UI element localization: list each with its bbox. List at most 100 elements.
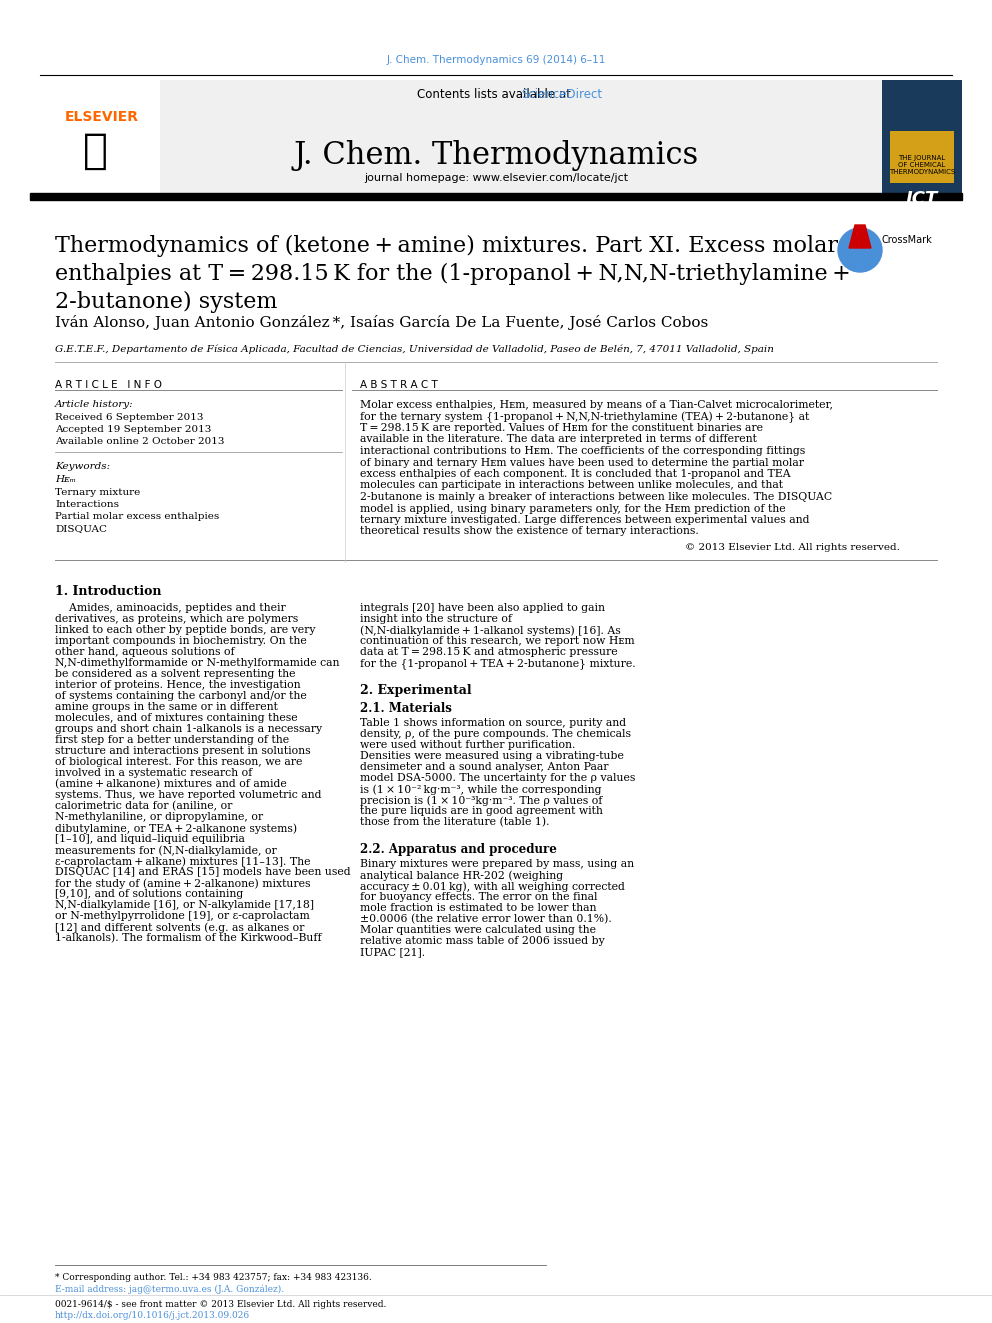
- FancyBboxPatch shape: [30, 79, 160, 194]
- Text: calorimetric data for (aniline, or: calorimetric data for (aniline, or: [55, 800, 232, 811]
- Text: enthalpies at T = 298.15 K for the (1-propanol + N,N,N-triethylamine +: enthalpies at T = 298.15 K for the (1-pr…: [55, 263, 851, 284]
- Circle shape: [838, 228, 882, 273]
- FancyBboxPatch shape: [882, 79, 962, 194]
- Text: N,N-dialkylamide [16], or N-alkylamide [17,18]: N,N-dialkylamide [16], or N-alkylamide […: [55, 900, 314, 910]
- Text: Accepted 19 September 2013: Accepted 19 September 2013: [55, 425, 211, 434]
- Text: Partial molar excess enthalpies: Partial molar excess enthalpies: [55, 512, 219, 521]
- Text: Hᴇₘ: Hᴇₘ: [55, 475, 76, 484]
- Text: continuation of this research, we report now Hᴇm: continuation of this research, we report…: [360, 636, 635, 646]
- Text: interactional contributions to Hᴇm. The coefficients of the corresponding fittin: interactional contributions to Hᴇm. The …: [360, 446, 806, 456]
- Text: Ternary mixture: Ternary mixture: [55, 488, 140, 497]
- Text: IUPAC [21].: IUPAC [21].: [360, 947, 426, 957]
- Text: those from the literature (table 1).: those from the literature (table 1).: [360, 818, 550, 827]
- Text: ±0.0006 (the relative error lower than 0.1%).: ±0.0006 (the relative error lower than 0…: [360, 914, 612, 925]
- Text: accuracy ± 0.01 kg), with all weighing corrected: accuracy ± 0.01 kg), with all weighing c…: [360, 881, 625, 892]
- Text: Contents lists available at: Contents lists available at: [418, 89, 574, 101]
- FancyBboxPatch shape: [890, 131, 954, 183]
- Text: Molar quantities were calculated using the: Molar quantities were calculated using t…: [360, 925, 596, 935]
- Text: journal homepage: www.elsevier.com/locate/jct: journal homepage: www.elsevier.com/locat…: [364, 173, 628, 183]
- Text: of binary and ternary Hᴇm values have been used to determine the partial molar: of binary and ternary Hᴇm values have be…: [360, 458, 804, 467]
- Text: of systems containing the carbonyl and/or the: of systems containing the carbonyl and/o…: [55, 691, 307, 701]
- Text: G.E.T.E.F., Departamento de Física Aplicada, Facultad de Ciencias, Universidad d: G.E.T.E.F., Departamento de Física Aplic…: [55, 345, 774, 355]
- Text: for buoyancy effects. The error on the final: for buoyancy effects. The error on the f…: [360, 892, 597, 902]
- Text: analytical balance HR-202 (weighing: analytical balance HR-202 (weighing: [360, 871, 563, 881]
- Text: [1–10], and liquid–liquid equilibria: [1–10], and liquid–liquid equilibria: [55, 833, 245, 844]
- Text: [9,10], and of solutions containing: [9,10], and of solutions containing: [55, 889, 243, 900]
- Text: A R T I C L E   I N F O: A R T I C L E I N F O: [55, 380, 162, 390]
- Text: J. Chem. Thermodynamics: J. Chem. Thermodynamics: [294, 140, 698, 171]
- Text: of biological interest. For this reason, we are: of biological interest. For this reason,…: [55, 757, 303, 767]
- Text: Binary mixtures were prepared by mass, using an: Binary mixtures were prepared by mass, u…: [360, 859, 634, 869]
- Text: integrals [20] have been also applied to gain: integrals [20] have been also applied to…: [360, 603, 605, 613]
- Text: 1-alkanols). The formalism of the Kirkwood–Buff: 1-alkanols). The formalism of the Kirkwo…: [55, 933, 321, 943]
- Text: ELSEVIER: ELSEVIER: [65, 110, 139, 124]
- Text: CrossMark: CrossMark: [882, 235, 932, 245]
- Text: 2.2. Apparatus and procedure: 2.2. Apparatus and procedure: [360, 843, 557, 856]
- Text: DISQUAC: DISQUAC: [55, 524, 107, 533]
- Text: molecules can participate in interactions between unlike molecules, and that: molecules can participate in interaction…: [360, 480, 783, 491]
- Text: [12] and different solvents (e.g. as alkanes or: [12] and different solvents (e.g. as alk…: [55, 922, 305, 933]
- Text: DISQUAC [14] and ERAS [15] models have been used: DISQUAC [14] and ERAS [15] models have b…: [55, 867, 350, 877]
- Text: 2-butanone) system: 2-butanone) system: [55, 291, 278, 314]
- Text: Article history:: Article history:: [55, 400, 134, 409]
- Text: * Corresponding author. Tel.: +34 983 423757; fax: +34 983 423136.: * Corresponding author. Tel.: +34 983 42…: [55, 1273, 372, 1282]
- Text: is (1 × 10⁻² kg·m⁻³, while the corresponding: is (1 × 10⁻² kg·m⁻³, while the correspon…: [360, 785, 601, 795]
- Text: Molar excess enthalpies, Hᴇm, measured by means of a Tian-Calvet microcalorimete: Molar excess enthalpies, Hᴇm, measured b…: [360, 400, 833, 410]
- Text: Table 1 shows information on source, purity and: Table 1 shows information on source, pur…: [360, 718, 626, 728]
- Text: model is applied, using binary parameters only, for the Hᴇm prediction of the: model is applied, using binary parameter…: [360, 504, 786, 513]
- Text: ScienceDirect: ScienceDirect: [521, 89, 602, 101]
- Text: Densities were measured using a vibrating-tube: Densities were measured using a vibratin…: [360, 751, 624, 761]
- Text: Amides, aminoacids, peptides and their: Amides, aminoacids, peptides and their: [55, 603, 286, 613]
- Text: Iván Alonso, Juan Antonio González *, Isaías García De La Fuente, José Carlos Co: Iván Alonso, Juan Antonio González *, Is…: [55, 315, 708, 329]
- Text: 2-butanone is mainly a breaker of interactions between like molecules. The DISQU: 2-butanone is mainly a breaker of intera…: [360, 492, 832, 501]
- Text: for the ternary system {1-propanol + N,N,N-triethylamine (TEA) + 2-butanone} at: for the ternary system {1-propanol + N,N…: [360, 411, 809, 423]
- Text: data at T = 298.15 K and atmospheric pressure: data at T = 298.15 K and atmospheric pre…: [360, 647, 618, 658]
- Text: mole fraction is estimated to be lower than: mole fraction is estimated to be lower t…: [360, 904, 596, 913]
- Text: ternary mixture investigated. Large differences between experimental values and: ternary mixture investigated. Large diff…: [360, 515, 809, 525]
- Text: measurements for (N,N-dialkylamide, or: measurements for (N,N-dialkylamide, or: [55, 845, 277, 856]
- Text: Interactions: Interactions: [55, 500, 119, 509]
- Text: excess enthalpies of each component. It is concluded that 1-propanol and TEA: excess enthalpies of each component. It …: [360, 468, 791, 479]
- Text: (amine + alkanone) mixtures and of amide: (amine + alkanone) mixtures and of amide: [55, 779, 287, 790]
- Text: other hand, aqueous solutions of: other hand, aqueous solutions of: [55, 647, 235, 658]
- Text: Keywords:: Keywords:: [55, 462, 110, 471]
- Text: groups and short chain 1-alkanols is a necessary: groups and short chain 1-alkanols is a n…: [55, 724, 322, 734]
- Text: THE JOURNAL
OF CHEMICAL
THERMODYNAMICS: THE JOURNAL OF CHEMICAL THERMODYNAMICS: [889, 155, 955, 175]
- Text: amine groups in the same or in different: amine groups in the same or in different: [55, 703, 278, 712]
- Text: density, ρ, of the pure compounds. The chemicals: density, ρ, of the pure compounds. The c…: [360, 729, 631, 740]
- Text: Received 6 September 2013: Received 6 September 2013: [55, 413, 203, 422]
- Text: 0021-9614/$ - see front matter © 2013 Elsevier Ltd. All rights reserved.: 0021-9614/$ - see front matter © 2013 El…: [55, 1301, 386, 1308]
- FancyBboxPatch shape: [30, 79, 962, 194]
- Text: important compounds in biochemistry. On the: important compounds in biochemistry. On …: [55, 636, 307, 646]
- Text: involved in a systematic research of: involved in a systematic research of: [55, 767, 252, 778]
- Text: N,N-dimethylformamide or N-methylformamide can: N,N-dimethylformamide or N-methylformami…: [55, 658, 339, 668]
- Text: 🌳: 🌳: [82, 130, 107, 172]
- Text: precision is (1 × 10⁻³kg·m⁻³. The ρ values of: precision is (1 × 10⁻³kg·m⁻³. The ρ valu…: [360, 795, 602, 806]
- Text: N-methylaniline, or dipropylamine, or: N-methylaniline, or dipropylamine, or: [55, 812, 263, 822]
- Text: systems. Thus, we have reported volumetric and: systems. Thus, we have reported volumetr…: [55, 790, 321, 800]
- Text: the pure liquids are in good agreement with: the pure liquids are in good agreement w…: [360, 806, 603, 816]
- Text: be considered as a solvent representing the: be considered as a solvent representing …: [55, 669, 296, 679]
- Text: structure and interactions present in solutions: structure and interactions present in so…: [55, 746, 310, 755]
- Text: molecules, and of mixtures containing these: molecules, and of mixtures containing th…: [55, 713, 298, 722]
- Text: 1. Introduction: 1. Introduction: [55, 585, 162, 598]
- Text: A B S T R A C T: A B S T R A C T: [360, 380, 437, 390]
- Text: insight into the structure of: insight into the structure of: [360, 614, 512, 624]
- Text: (N,N-dialkylamide + 1-alkanol systems) [16]. As: (N,N-dialkylamide + 1-alkanol systems) […: [360, 624, 621, 635]
- Text: for the study of (amine + 2-alkanone) mixtures: for the study of (amine + 2-alkanone) mi…: [55, 878, 310, 889]
- Text: JCT: JCT: [906, 191, 938, 208]
- Text: E-mail address: jag@termo.uva.es (J.A. González).: E-mail address: jag@termo.uva.es (J.A. G…: [55, 1285, 284, 1294]
- Text: relative atomic mass table of 2006 issued by: relative atomic mass table of 2006 issue…: [360, 935, 605, 946]
- Text: Thermodynamics of (ketone + amine) mixtures. Part XI. Excess molar: Thermodynamics of (ketone + amine) mixtu…: [55, 235, 838, 257]
- Text: model DSA-5000. The uncertainty for the ρ values: model DSA-5000. The uncertainty for the …: [360, 773, 635, 783]
- Text: or N-methylpyrrolidone [19], or ε-caprolactam: or N-methylpyrrolidone [19], or ε-caprol…: [55, 912, 310, 921]
- Bar: [30, 193, 962, 200]
- Text: dibutylamine, or TEA + 2-alkanone systems): dibutylamine, or TEA + 2-alkanone system…: [55, 823, 298, 833]
- Polygon shape: [849, 225, 871, 247]
- Text: first step for a better understanding of the: first step for a better understanding of…: [55, 736, 289, 745]
- Text: theoretical results show the existence of ternary interactions.: theoretical results show the existence o…: [360, 527, 698, 537]
- Text: interior of proteins. Hence, the investigation: interior of proteins. Hence, the investi…: [55, 680, 301, 691]
- Text: for the {1-propanol + TEA + 2-butanone} mixture.: for the {1-propanol + TEA + 2-butanone} …: [360, 658, 636, 669]
- Text: linked to each other by peptide bonds, are very: linked to each other by peptide bonds, a…: [55, 624, 315, 635]
- Text: http://dx.doi.org/10.1016/j.jct.2013.09.026: http://dx.doi.org/10.1016/j.jct.2013.09.…: [55, 1311, 250, 1320]
